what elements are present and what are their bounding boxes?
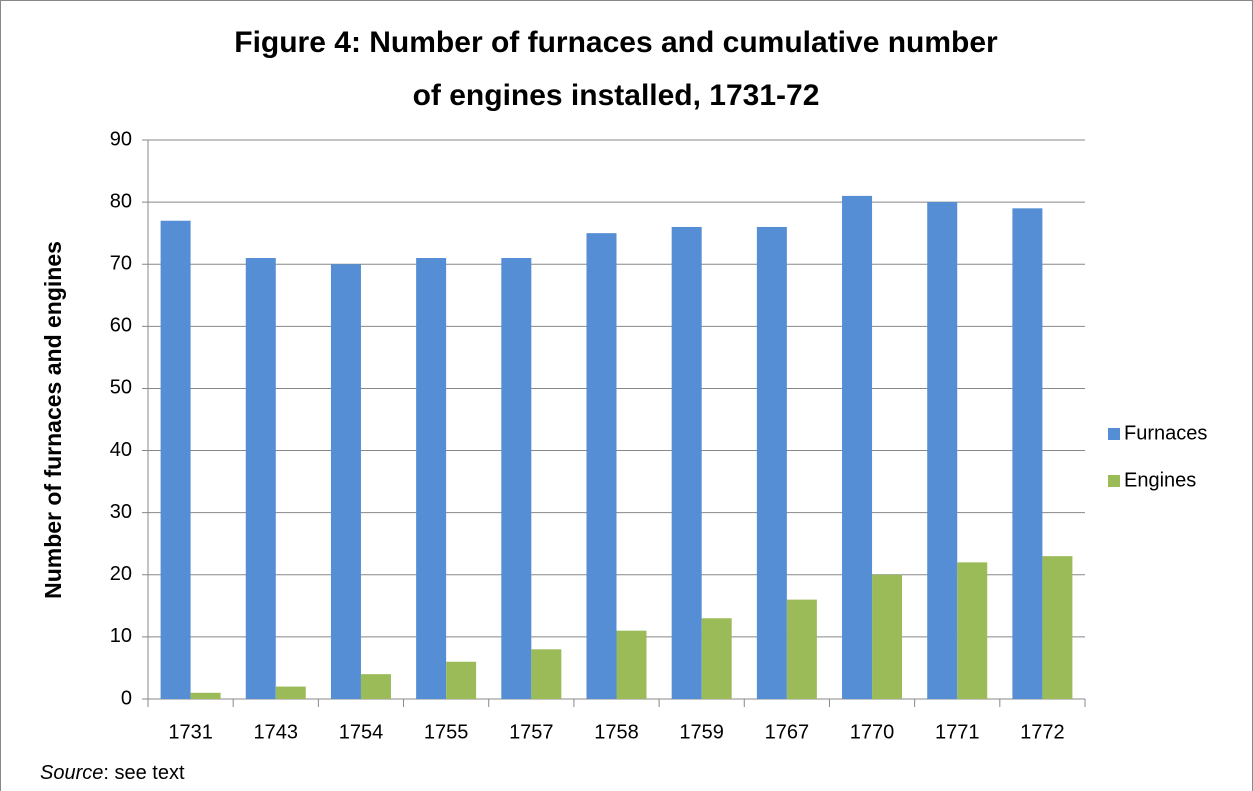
bar [501, 258, 532, 699]
y-tick-label: 50 [110, 377, 132, 399]
x-tick-label: 1771 [935, 721, 980, 743]
bar [616, 630, 647, 699]
y-tick-label: 60 [110, 315, 132, 337]
y-tick-label: 0 [121, 687, 132, 709]
bar [330, 264, 361, 699]
y-tick-label: 70 [110, 253, 132, 275]
bar [360, 674, 391, 699]
y-tick-label: 80 [110, 190, 132, 212]
y-axis-label: Number of furnaces and engines [40, 241, 66, 599]
bar [416, 258, 447, 699]
bar [872, 574, 903, 699]
chart-title: of engines installed, 1731-72 [413, 79, 820, 112]
bar [245, 258, 276, 699]
y-tick-label: 10 [110, 625, 132, 647]
chart-title: Figure 4: Number of furnaces and cumulat… [234, 26, 998, 59]
source-text: : see text [103, 762, 185, 784]
source-note: Source: see text [40, 762, 185, 784]
bar [586, 233, 617, 699]
x-tick-label: 1770 [850, 721, 895, 743]
x-tick-label: 1772 [1020, 721, 1065, 743]
bar [275, 686, 306, 699]
x-tick-label: 1731 [168, 721, 213, 743]
bar [190, 692, 221, 699]
source-label: Source [40, 762, 103, 784]
bar [701, 618, 732, 699]
bar [842, 195, 873, 699]
bar [1042, 556, 1073, 699]
legend-label: Engines [1124, 469, 1196, 491]
y-tick-label: 30 [110, 501, 132, 523]
bar [786, 599, 817, 699]
bar [1012, 208, 1043, 700]
bar [756, 226, 787, 699]
bar [446, 661, 477, 699]
legend-swatch [1108, 475, 1120, 487]
x-tick-label: 1758 [594, 721, 639, 743]
bar [160, 220, 191, 699]
x-tick-label: 1767 [765, 721, 810, 743]
y-tick-label: 40 [110, 439, 132, 461]
bar [671, 226, 702, 699]
bar [927, 202, 958, 699]
x-tick-label: 1743 [254, 721, 299, 743]
x-tick-label: 1755 [424, 721, 469, 743]
x-tick-label: 1759 [679, 721, 724, 743]
legend-label: Furnaces [1124, 422, 1207, 444]
x-tick-label: 1754 [339, 721, 384, 743]
bar [531, 649, 562, 699]
y-tick-label: 20 [110, 563, 132, 585]
legend-swatch [1108, 428, 1120, 440]
bar [957, 562, 988, 699]
x-tick-label: 1757 [509, 721, 554, 743]
y-tick-label: 90 [110, 128, 132, 150]
